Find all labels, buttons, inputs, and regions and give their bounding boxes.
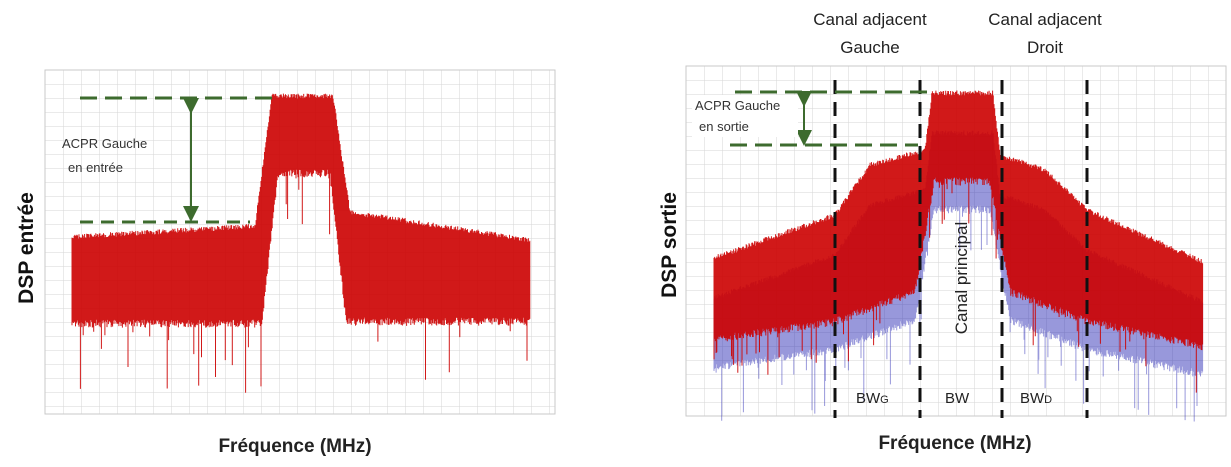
bw-left-main: BW — [856, 390, 881, 407]
right-chart: ACPR Gauche en sortie Canal adjacent Gau… — [658, 10, 1227, 454]
left-spectrum — [71, 93, 531, 393]
bw-main-label: BW — [945, 390, 970, 407]
left-acpr-label-line1: ACPR Gauche — [62, 136, 147, 151]
right-acpr-label-line2: en sortie — [699, 119, 749, 134]
right-spectrum-red-trace — [713, 90, 1204, 393]
right-y-axis-label: DSP sortie — [658, 192, 681, 298]
main-channel-label: Canal principal — [952, 222, 971, 334]
left-x-axis-label: Fréquence (MHz) — [218, 436, 371, 457]
bw-left-label: BWG — [856, 390, 889, 407]
right-adjacent-heading-line2: Droit — [1027, 38, 1063, 57]
left-spectrum-trace — [71, 93, 531, 393]
left-adjacent-heading-line2: Gauche — [840, 38, 900, 57]
left-y-axis-label: DSP entrée — [15, 192, 38, 304]
bw-right-label: BWD — [1020, 390, 1052, 407]
right-x-axis-label: Fréquence (MHz) — [878, 433, 1031, 454]
left-acpr-label-line2: en entrée — [68, 160, 123, 175]
right-acpr-label-bg — [692, 95, 798, 137]
left-chart: ACPR Gauche en entrée DSP entrée Fréquen… — [15, 69, 556, 457]
bw-left-sub: G — [880, 394, 889, 406]
right-adjacent-heading-line1: Canal adjacent — [988, 10, 1102, 29]
right-acpr-label-line1: ACPR Gauche — [695, 98, 780, 113]
bw-right-main: BW — [1020, 390, 1045, 407]
right-spectrum — [713, 90, 1204, 422]
left-adjacent-heading-line1: Canal adjacent — [813, 10, 927, 29]
bw-right-sub: D — [1044, 394, 1052, 406]
